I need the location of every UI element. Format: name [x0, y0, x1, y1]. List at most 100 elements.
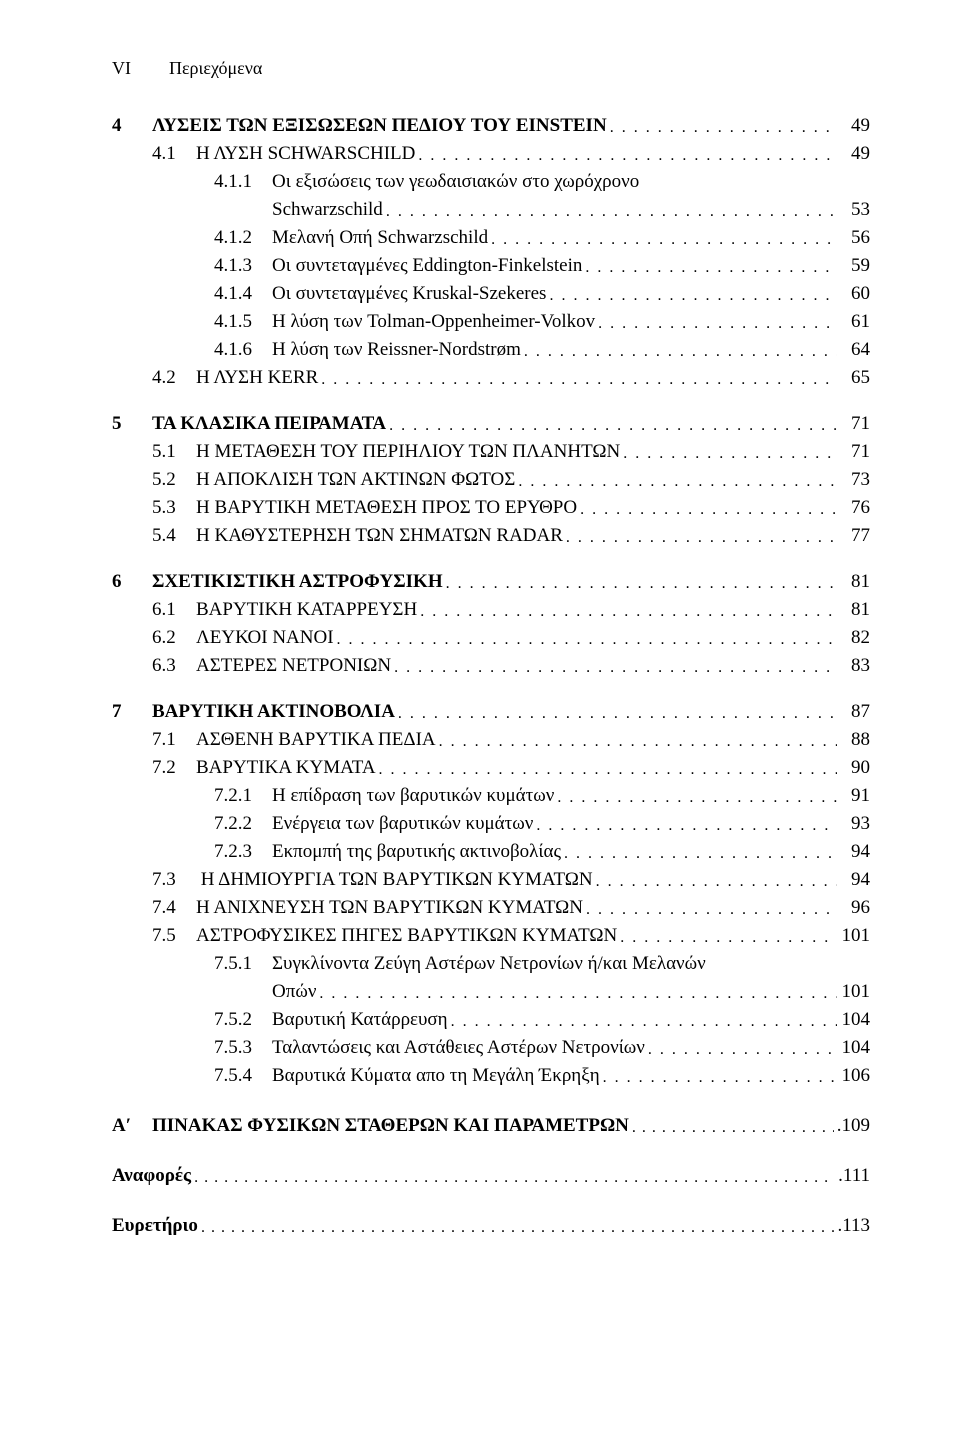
page-ref: 53	[840, 199, 870, 221]
chapter-row: 7ΒΑΡΥΤΙΚΗ ΑΚΤΙΝΟΒΟΛΙΑ87	[112, 701, 870, 723]
continuation-text: Οπών	[272, 981, 316, 1003]
leader-dots	[389, 417, 837, 435]
leader-dots	[585, 259, 837, 277]
subsection-title: Οι συντεταγμένες Eddington-Finkelstein	[272, 255, 582, 277]
leader-dots	[623, 445, 837, 463]
chapter-row: 6ΣΧΕΤΙΚΙΣΤΙΚΗ ΑΣΤΡΟΦΥΣΙΚΗ81	[112, 571, 870, 593]
page-ref: 77	[840, 525, 870, 547]
page-ref: 96	[840, 897, 870, 919]
section-row: 5.3Η ΒΑΡΥΤΙΚΗ ΜΕΤΑΘΕΣΗ ΠΡΟΣ ΤΟ ΕΡΥΘΡΟ76	[112, 497, 870, 519]
subsection-continuation: Οπών 101	[112, 981, 870, 1003]
subsection-number: 4.1.3	[214, 255, 272, 277]
leader-dots	[549, 287, 837, 305]
toc-body: 4ΛΥΣΕΙΣ ΤΩΝ ΕΞΙΣΩΣΕΩΝ ΠΕΔΙΟΥ ΤΟΥ EINSTEI…	[112, 115, 870, 1237]
subsection-row: 7.2.3Εκπομπή της βαρυτικής ακτινοβολίας9…	[112, 841, 870, 863]
leader-dots	[491, 231, 837, 249]
section-number: 7.5	[152, 925, 196, 947]
page-ref: 49	[840, 143, 870, 165]
subsection-title: Βαρυτική Κατάρρευση	[272, 1009, 448, 1031]
page-ref: 60	[840, 283, 870, 305]
chapter-number: 6	[112, 571, 152, 593]
section-title: ΛΕΥΚΟΙ ΝΑΝΟΙ	[196, 627, 334, 649]
section-number: 6.2	[152, 627, 196, 649]
subsection-number: 7.5.3	[214, 1037, 272, 1059]
section-number: 5.4	[152, 525, 196, 547]
leader-dots	[398, 705, 837, 723]
section-row: 5.2Η ΑΠΟΚΛΙΣΗ ΤΩΝ ΑΚΤΙΝΩΝ ΦΩΤΟΣ73	[112, 469, 870, 491]
subsection-number: 7.2.1	[214, 785, 272, 807]
section-title: ΑΣΤΡΟΦΥΣΙΚΕΣ ΠΗΓΕΣ ΒΑΡΥΤΙΚΩΝ ΚΥΜΑΤΩΝ	[196, 925, 617, 947]
subsection-number: 4.1.4	[214, 283, 272, 305]
subsection-continuation: Schwarzschild53	[112, 199, 870, 221]
subsection-number: 7.2.3	[214, 841, 272, 863]
section-title: Η ΚΑΘΥΣΤΕΡΗΣΗ ΤΩΝ ΣΗΜΑΤΩΝ RADAR	[196, 525, 563, 547]
subsection-row: 4.1.2Μελανή Οπή Schwarzschild56	[112, 227, 870, 249]
subsection-title: Οι συντεταγμένες Kruskal-Szekeres	[272, 283, 546, 305]
section-row: 7.3 Η ΔΗΜΙΟΥΡΓΙΑ ΤΩΝ ΒΑΡΥΤΙΚΩΝ ΚΥΜΑΤΩΝ94	[112, 869, 870, 891]
leader-dots	[319, 985, 837, 1003]
section-row: 4.2Η ΛΥΣΗ KERR65	[112, 367, 870, 389]
leader-dots	[566, 529, 837, 547]
section-number: 7.1	[152, 729, 196, 751]
subsection-title: Ταλαντώσεις και Αστάθειες Αστέρων Νετρον…	[272, 1037, 645, 1059]
leader-dots	[451, 1013, 837, 1031]
leader-dots	[439, 733, 837, 751]
page-ref: 56	[840, 227, 870, 249]
page-ref: 101	[840, 981, 870, 1003]
subsection-row: 7.5.3Ταλαντώσεις και Αστάθειες Αστέρων Ν…	[112, 1037, 870, 1059]
appendix-title: ΠΙΝΑΚΑΣ ΦΥΣΙΚΩΝ ΣΤΑΘΕΡΩΝ ΚΑΙ ΠΑΡΑΜΕΤΡΩΝ	[152, 1115, 629, 1137]
section-row: 5.4Η ΚΑΘΥΣΤΕΡΗΣΗ ΤΩΝ ΣΗΜΑΤΩΝ RADAR 77	[112, 525, 870, 547]
header-title: Περιεχόμενα	[169, 58, 262, 79]
endmatter-row: Ευρετήριο .113	[112, 1215, 870, 1237]
chapter-number: 5	[112, 413, 152, 435]
page-ref: 76	[840, 497, 870, 519]
subsection-number: 7.2.2	[214, 813, 272, 835]
leader-dots	[632, 1119, 834, 1137]
section-row: 5.1Η ΜΕΤΑΘΕΣΗ ΤΟΥ ΠΕΡΙΗΛΙΟΥ ΤΩΝ ΠΛΑΝΗΤΩΝ…	[112, 441, 870, 463]
page-ref: 83	[840, 655, 870, 677]
section-title: ΑΣΘΕΝΗ ΒΑΡΥΤΙΚΑ ΠΕΔΙΑ	[196, 729, 436, 751]
section-number: 4.1	[152, 143, 196, 165]
subsection-row: 7.2.1Η επίδραση των βαρυτικών κυμάτων91	[112, 785, 870, 807]
chapter-title: ΣΧΕΤΙΚΙΣΤΙΚΗ ΑΣΤΡΟΦΥΣΙΚΗ	[152, 571, 443, 593]
endmatter-row: Αναφορές.111	[112, 1165, 870, 1187]
chapter-row: 4ΛΥΣΕΙΣ ΤΩΝ ΕΞΙΣΩΣΕΩΝ ΠΕΔΙΟΥ ΤΟΥ EINSTEI…	[112, 115, 870, 137]
subsection-number: 4.1.6	[214, 339, 272, 361]
leader-dots	[321, 371, 837, 389]
subsection-title: Ενέργεια των βαρυτικών κυμάτων	[272, 813, 533, 835]
chapter-title: ΤΑ ΚΛΑΣΙΚΑ ΠΕΙΡΑΜΑΤΑ	[152, 413, 386, 435]
endmatter-title: Ευρετήριο	[112, 1215, 198, 1237]
section-title: Η ΑΠΟΚΛΙΣΗ ΤΩΝ ΑΚΤΙΝΩΝ ΦΩΤΟΣ	[196, 469, 515, 491]
leader-dots	[386, 203, 837, 221]
subsection-row: 7.5.1Συγκλίνοντα Ζεύγη Αστέρων Νετρονίων…	[112, 953, 870, 975]
subsection-row: 4.1.1Οι εξισώσεις των γεωδαισιακών στο χ…	[112, 171, 870, 193]
section-number: 5.1	[152, 441, 196, 463]
leader-dots	[596, 873, 837, 891]
running-header: VI Περιεχόμενα	[112, 58, 870, 79]
subsection-title: Η λύση των Reissner-Nordstrøm	[272, 339, 521, 361]
section-row: 6.2ΛΕΥΚΟΙ ΝΑΝΟΙ82	[112, 627, 870, 649]
chapter-number: 4	[112, 115, 152, 137]
leader-dots	[610, 119, 837, 137]
page-ref: .113	[837, 1215, 870, 1237]
section-title: ΒΑΡΥΤΙΚΗ ΚΑΤΑΡΡΕΥΣΗ	[196, 599, 417, 621]
toc-page: VI Περιεχόμενα 4ΛΥΣΕΙΣ ΤΩΝ ΕΞΙΣΩΣΕΩΝ ΠΕΔ…	[0, 0, 960, 1435]
endmatter-title: Αναφορές	[112, 1165, 191, 1187]
leader-dots	[337, 631, 837, 649]
section-row: 4.1Η ΛΥΣΗ SCHWARSCHILD49	[112, 143, 870, 165]
page-ref: 90	[840, 757, 870, 779]
leader-dots	[648, 1041, 837, 1059]
chapter-title: ΛΥΣΕΙΣ ΤΩΝ ΕΞΙΣΩΣΕΩΝ ΠΕΔΙΟΥ ΤΟΥ EINSTEIN	[152, 115, 607, 137]
appendix-row: ΑʹΠΙΝΑΚΑΣ ΦΥΣΙΚΩΝ ΣΤΑΘΕΡΩΝ ΚΑΙ ΠΑΡΑΜΕΤΡΩ…	[112, 1115, 870, 1137]
chapter-title: ΒΑΡΥΤΙΚΗ ΑΚΤΙΝΟΒΟΛΙΑ	[152, 701, 395, 723]
page-ref: 104	[840, 1037, 870, 1059]
page-ref: 106	[840, 1065, 870, 1087]
appendix-number: Αʹ	[112, 1115, 152, 1137]
section-number: 6.1	[152, 599, 196, 621]
subsection-row: 4.1.4Οι συντεταγμένες Kruskal-Szekeres 60	[112, 283, 870, 305]
page-ref: 61	[840, 311, 870, 333]
page-ref: 104	[840, 1009, 870, 1031]
subsection-number: 4.1.5	[214, 311, 272, 333]
leader-dots	[603, 1069, 837, 1087]
section-number: 7.4	[152, 897, 196, 919]
